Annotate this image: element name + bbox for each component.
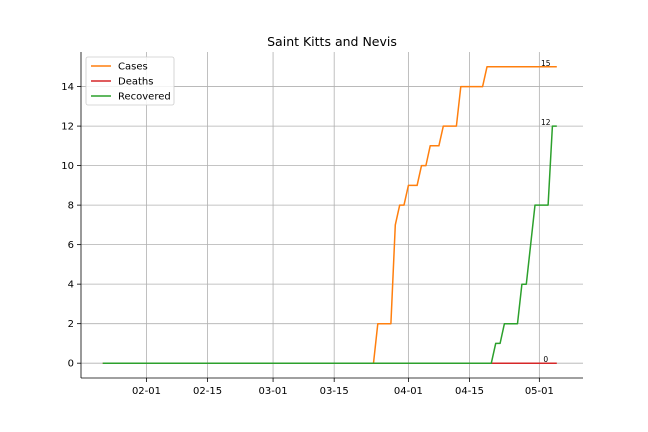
legend-label-recovered: Recovered	[118, 92, 171, 103]
y-tick-label: 10	[61, 161, 74, 172]
series-layer	[102, 66, 557, 364]
x-tick-label: 03-01	[259, 386, 288, 397]
end-label-deaths: 0	[543, 355, 548, 364]
y-tick-label: 8	[68, 201, 74, 212]
x-tick-label: 03-15	[320, 386, 349, 397]
series-line-recovered	[102, 125, 557, 364]
x-tick-label: 04-15	[455, 386, 484, 397]
y-tick-label: 4	[68, 280, 74, 291]
chart-title: Saint Kitts and Nevis	[267, 34, 397, 49]
tick-labels: 0 2 4 6 8 10 12 14 02-01 02-15 03-01 03-15 04-01 04-1…	[61, 82, 554, 397]
legend: Cases Deaths Recovered	[85, 56, 175, 106]
x-tick-label: 04-01	[394, 386, 423, 397]
end-label-cases: 15	[541, 59, 551, 68]
y-tick-label: 6	[68, 240, 74, 251]
x-tick-label: 02-01	[132, 386, 161, 397]
legend-label-cases: Cases	[118, 62, 148, 73]
y-tick-label: 12	[61, 122, 74, 133]
x-tick-label: 05-01	[525, 386, 554, 397]
legend-label-deaths: Deaths	[118, 77, 153, 88]
x-tick-label: 02-15	[193, 386, 222, 397]
y-tick-label: 0	[68, 359, 74, 370]
axes	[77, 52, 583, 382]
end-labels: 15 12 0	[541, 59, 551, 364]
y-tick-label: 14	[61, 82, 74, 93]
grid	[81, 52, 583, 378]
end-label-recovered: 12	[541, 118, 551, 127]
y-tick-label: 2	[68, 319, 74, 330]
series-line-cases	[102, 66, 557, 364]
legend-box	[85, 56, 175, 106]
